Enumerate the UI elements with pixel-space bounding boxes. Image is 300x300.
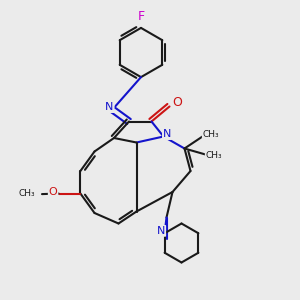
Text: O: O	[172, 96, 182, 110]
Text: CH₃: CH₃	[202, 130, 219, 139]
Text: N: N	[157, 226, 165, 236]
Text: O: O	[49, 187, 58, 197]
Text: CH₃: CH₃	[19, 189, 35, 198]
Text: N: N	[105, 102, 114, 112]
Text: CH₃: CH₃	[206, 151, 222, 160]
Text: F: F	[137, 10, 145, 23]
Text: N: N	[163, 129, 171, 139]
